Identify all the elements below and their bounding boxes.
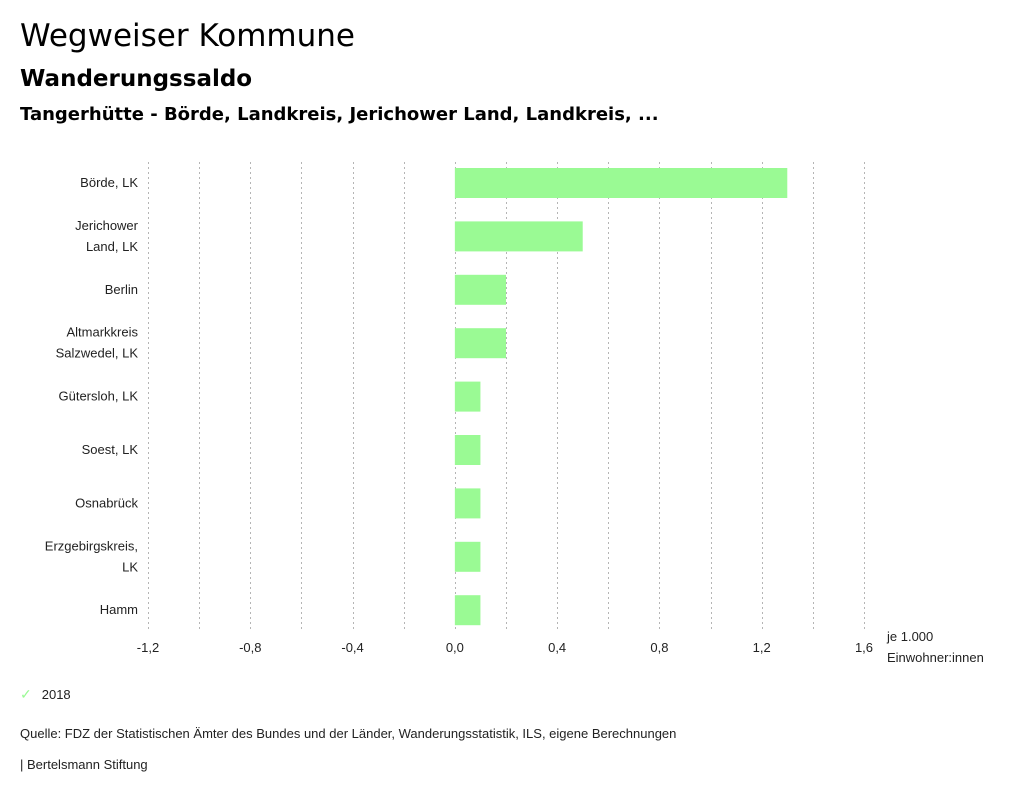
region-label: Tangerhütte - Börde, Landkreis, Jerichow… xyxy=(20,104,659,125)
bar xyxy=(454,221,583,252)
category-labels: Börde, LK Jerichower Land, LK Berlin Altmark… xyxy=(45,175,139,617)
category-label: Soest, LK xyxy=(82,442,139,457)
category-label: Altmarkkreis xyxy=(66,325,138,340)
x-tick-label: -0,8 xyxy=(239,640,261,655)
category-label: Salzwedel, LK xyxy=(56,346,139,361)
bar xyxy=(454,328,506,359)
x-axis-label: Einwohner:innen xyxy=(887,650,984,665)
bar xyxy=(454,435,481,465)
x-tick-label: 1,2 xyxy=(753,640,771,655)
category-label: LK xyxy=(122,559,138,574)
bar xyxy=(454,541,481,572)
bar xyxy=(454,488,481,519)
chart-subtitle: Wanderungssaldo xyxy=(20,66,253,92)
credit-note: | Bertelsmann Stiftung xyxy=(20,757,148,772)
category-label: Jerichower xyxy=(75,218,139,233)
page-title: Wegweiser Kommune xyxy=(20,18,355,54)
x-axis-label: je 1.000 xyxy=(886,629,933,644)
category-label: Osnabrück xyxy=(75,495,138,510)
source-note: Quelle: FDZ der Statistischen Ämter des … xyxy=(20,726,677,741)
check-icon[interactable]: ✓ xyxy=(20,686,32,702)
x-tick-label: -1,2 xyxy=(137,640,159,655)
legend-label-2018: 2018 xyxy=(41,687,71,702)
bar xyxy=(454,168,788,198)
x-tick-label: 0,0 xyxy=(446,640,464,655)
category-label: Gütersloh, LK xyxy=(59,389,139,404)
x-axis-unit-label: je 1.000 Einwohner:innen xyxy=(886,629,984,665)
grid-lines xyxy=(148,162,865,632)
legend[interactable]: ✓ 2018 xyxy=(20,686,71,703)
bars xyxy=(454,168,788,626)
category-label: Land, LK xyxy=(86,239,138,254)
bar xyxy=(454,381,481,412)
bar-chart: Börde, LK Jerichower Land, LK Berlin Altmark… xyxy=(45,162,984,665)
x-tick-label: 0,4 xyxy=(548,640,566,655)
category-label: Hamm xyxy=(100,602,138,617)
x-tick-label: -0,4 xyxy=(341,640,363,655)
bar xyxy=(454,595,481,626)
category-label: Berlin xyxy=(105,282,138,297)
category-label: Erzgebirgskreis, xyxy=(45,538,138,553)
category-label: Börde, LK xyxy=(80,175,138,190)
bar xyxy=(454,274,506,305)
x-tick-label: 0,8 xyxy=(650,640,668,655)
x-tick-labels: -1,2 -0,8 -0,4 0,0 0,4 0,8 1,2 1,6 xyxy=(137,640,873,655)
x-tick-label: 1,6 xyxy=(855,640,873,655)
